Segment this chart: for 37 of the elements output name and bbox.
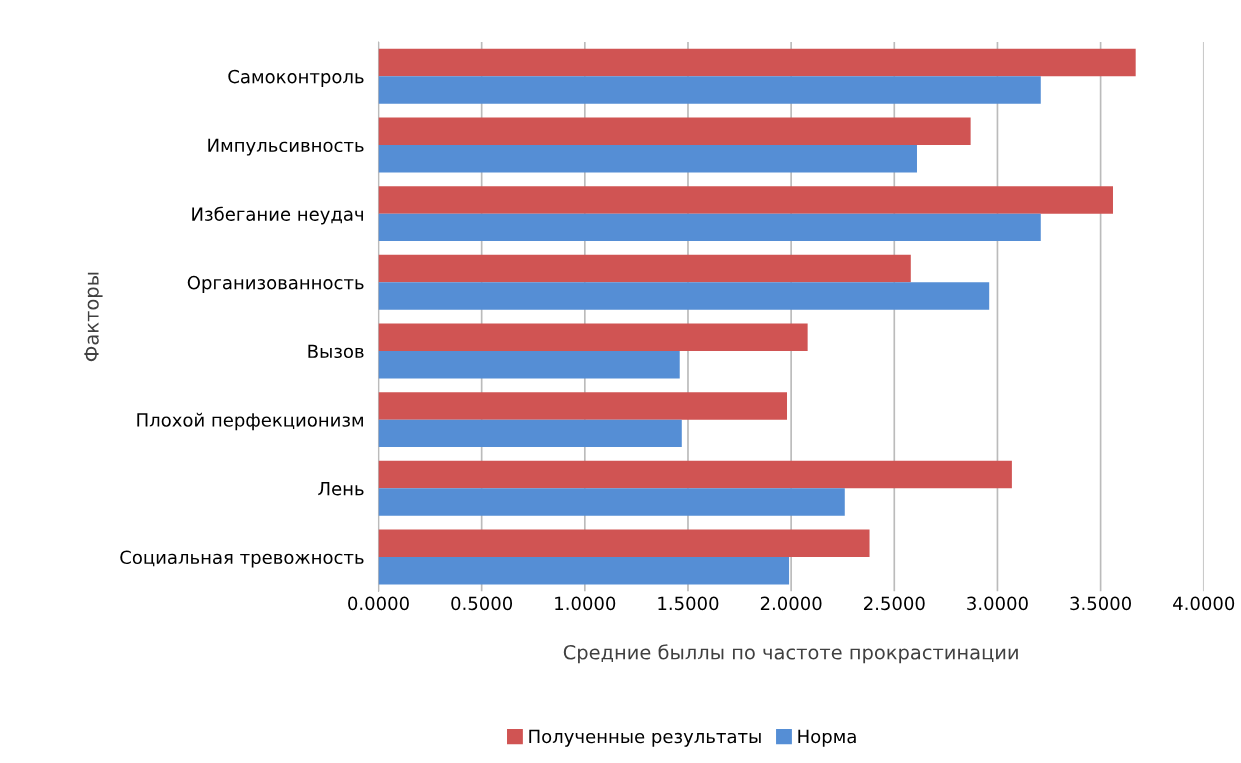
y-tick-label: Плохой перфекционизм [137,412,363,431]
x-tick-label: 3.0000 [967,596,1028,611]
bar [378,556,790,585]
bar [378,392,788,420]
x-tick-label: 2.0000 [760,596,822,611]
bar [378,323,808,351]
x-tick-label: 0.5000 [451,596,513,611]
x-tick-label: 0.0000 [348,596,409,611]
y-axis-title: Факторы [84,272,103,362]
x-tick-label: 4.0000 [1173,596,1235,611]
bar [378,282,990,310]
bar [378,117,971,145]
y-tick-label: Импульсивность [208,138,364,156]
y-tick-label: Избегание неудач [192,206,363,225]
bar [378,213,1041,242]
x-tick-label: 2.5000 [864,596,925,611]
x-axis-title: Средние быллы по частоте прокрастинации [563,644,1018,664]
bar [378,76,1041,104]
bar [378,460,1012,489]
y-tick-label: Социальная тревожность [120,550,364,568]
y-tick-label: Организованность [187,275,364,293]
x-tick-label: 1.5000 [658,596,719,611]
y-tick-label: Лень [318,482,364,496]
bar [378,254,911,283]
bar [378,488,845,516]
bar [378,419,682,448]
x-tick-label: 3.5000 [1070,596,1131,611]
bar [378,48,1136,77]
legend-label: Норма [798,729,856,747]
y-tick-label: Вызов [308,344,364,359]
legend-label: Полученные результаты [529,729,761,747]
bar [378,144,917,173]
x-tick-label: 1.0000 [555,596,616,611]
bar [378,529,870,557]
bar [378,186,1113,214]
y-tick-label: Самоконтроль [228,69,364,87]
bar [378,350,680,379]
